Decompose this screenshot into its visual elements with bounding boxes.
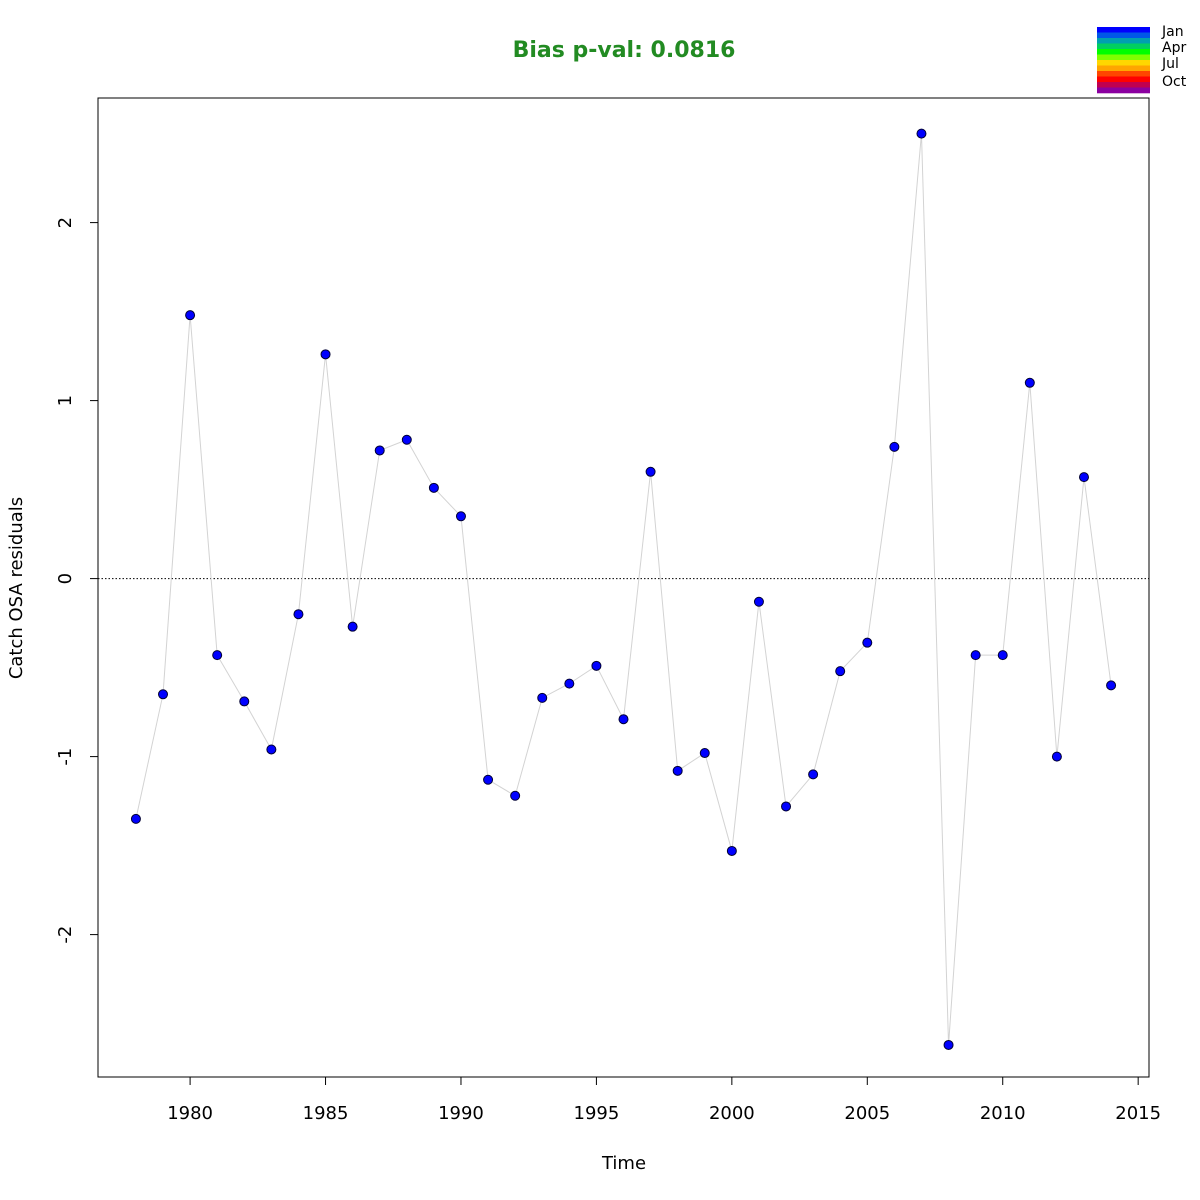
legend-swatch	[1097, 65, 1150, 72]
legend-swatch	[1097, 87, 1150, 94]
data-point	[158, 689, 169, 700]
series-connector-line	[135, 133, 1112, 1045]
legend-label: Oct	[1162, 74, 1187, 90]
legend-swatch	[1097, 43, 1150, 50]
data-point	[970, 650, 981, 661]
legend-label: Apr	[1162, 40, 1186, 56]
data-point	[401, 434, 412, 445]
data-point	[320, 349, 331, 360]
data-point	[889, 441, 900, 452]
y-axis: -2 -1 0 1 2	[55, 217, 99, 944]
x-tick-label: 1985	[303, 1103, 349, 1124]
x-axis-label: Time	[601, 1153, 646, 1174]
legend-swatch	[1097, 49, 1150, 55]
x-tick-label: 2010	[980, 1103, 1026, 1124]
data-point	[699, 748, 710, 759]
x-tick-label: 1995	[574, 1103, 620, 1124]
data-point	[510, 790, 521, 801]
data-point	[943, 1039, 954, 1050]
y-axis-label: Catch OSA residuals	[6, 497, 27, 679]
data-point	[835, 666, 846, 677]
data-point	[455, 511, 466, 522]
y-tick-label: 0	[55, 573, 76, 584]
x-tick-label: 2000	[709, 1103, 755, 1124]
legend-swatch	[1097, 54, 1150, 61]
data-point	[997, 650, 1008, 661]
legend-swatch	[1097, 38, 1150, 44]
plot-frame	[97, 97, 1150, 1078]
data-point	[753, 596, 764, 607]
x-tick-label: 1990	[438, 1103, 484, 1124]
data-point	[185, 310, 196, 321]
data-point	[808, 769, 819, 780]
data-point	[618, 714, 629, 725]
data-point	[564, 678, 575, 689]
legend-swatch	[1097, 27, 1150, 33]
x-tick-label: 1980	[167, 1103, 213, 1124]
data-point	[483, 774, 494, 785]
data-point	[1078, 472, 1089, 483]
data-point	[266, 744, 277, 755]
data-point	[537, 692, 548, 703]
x-tick-label: 2005	[844, 1103, 890, 1124]
data-point	[916, 128, 927, 139]
data-point	[726, 845, 737, 856]
x-tick-label: 2015	[1115, 1103, 1161, 1124]
data-point	[672, 765, 683, 776]
chart-title: Bias p-val: 0.0816	[513, 38, 736, 63]
data-point	[347, 621, 358, 632]
data-point	[781, 801, 792, 812]
data-point	[374, 445, 385, 456]
y-tick-label: -1	[55, 748, 76, 766]
x-axis: 1980 1985 1990 1995 2000 2005 2010 2015	[167, 1076, 1161, 1124]
legend-label: Jul	[1161, 56, 1179, 72]
legend-swatch	[1097, 32, 1150, 39]
y-tick-label: 1	[55, 395, 76, 406]
data-point	[862, 637, 873, 648]
data-points	[130, 128, 1117, 1050]
y-tick-label: 2	[55, 217, 76, 228]
data-point	[130, 813, 141, 824]
legend-swatch	[1097, 82, 1150, 88]
y-tick-label: -2	[55, 926, 76, 944]
data-point	[293, 609, 304, 620]
legend-swatch	[1097, 76, 1150, 83]
data-point	[591, 660, 602, 671]
legend-swatch	[1097, 71, 1150, 77]
data-point	[1106, 680, 1117, 691]
legend-swatch	[1097, 60, 1150, 66]
data-point	[239, 696, 250, 707]
data-point	[428, 482, 439, 493]
data-point	[645, 466, 656, 477]
data-point	[212, 650, 223, 661]
legend-label: Jan	[1161, 24, 1184, 40]
data-point	[1051, 751, 1062, 762]
data-point	[1024, 377, 1035, 388]
